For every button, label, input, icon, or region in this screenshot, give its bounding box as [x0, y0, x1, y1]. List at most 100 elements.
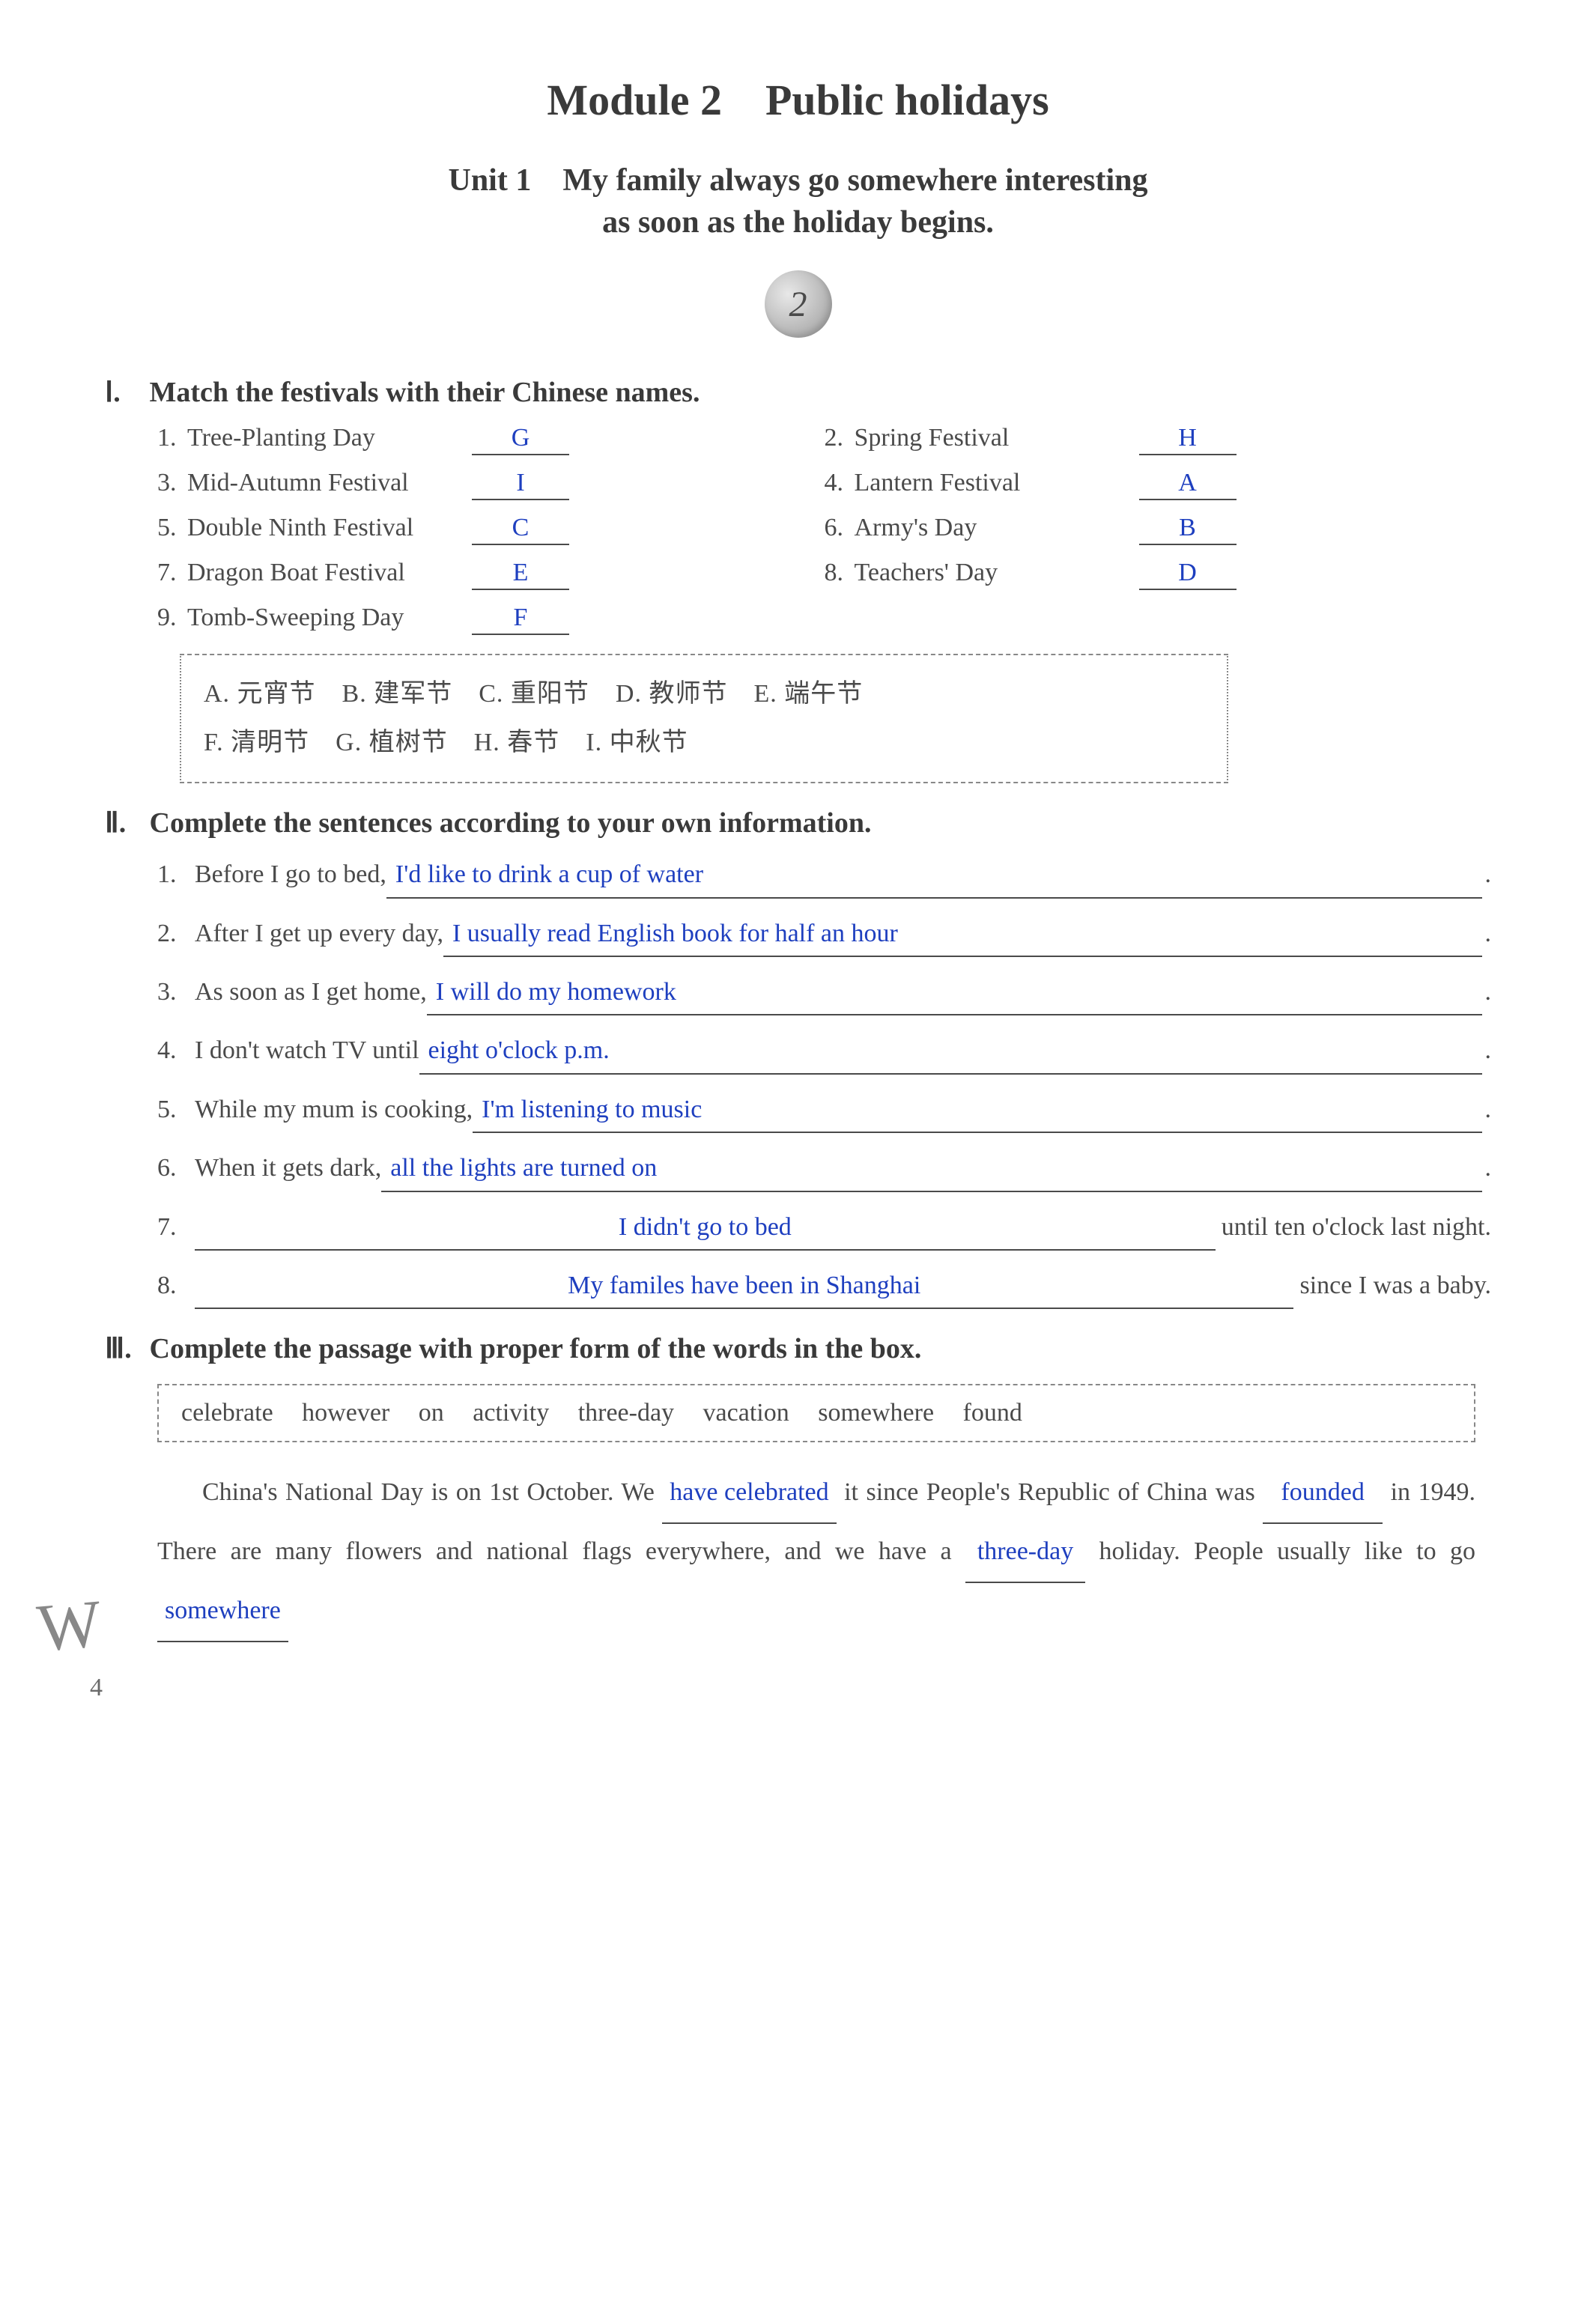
match-row: 3. Mid-Autumn Festival I 4. Lantern Fest… — [157, 469, 1491, 500]
sentence-item: 6. When it gets dark, all the lights are… — [157, 1148, 1491, 1191]
sentence-item: 4. I don't watch TV until eight o'clock … — [157, 1030, 1491, 1074]
period: . — [1485, 1090, 1492, 1130]
sent-prompt: When it gets dark, — [195, 1148, 381, 1188]
match-item: 4. Lantern Festival A — [825, 469, 1492, 500]
answer-choices-box: A. 元宵节 B. 建军节 C. 重阳节 D. 教师节 E. 端午节 F. 清明… — [180, 654, 1228, 783]
answer-blank[interactable]: H — [1139, 424, 1237, 455]
period: . — [1485, 1148, 1492, 1188]
answer-blank[interactable]: A — [1139, 469, 1237, 500]
passage-blank[interactable]: have celebrated — [662, 1465, 836, 1524]
sent-answer[interactable]: I'd like to drink a cup of water — [386, 854, 1482, 898]
sent-answer[interactable]: I will do my homework — [427, 972, 1482, 1015]
sent-answer[interactable]: My familes have been in Shanghai — [195, 1266, 1293, 1309]
sent-answer[interactable]: all the lights are turned on — [381, 1148, 1481, 1191]
item-number: 3. — [157, 469, 187, 497]
unit-title-line2: as soon as the holiday begins. — [105, 204, 1491, 240]
period: . — [1485, 854, 1492, 895]
section-1-title: Match the festivals with their Chinese n… — [150, 377, 700, 408]
sentence-item: 7. I didn't go to bed until ten o'clock … — [157, 1207, 1491, 1251]
period: . — [1485, 914, 1492, 954]
sent-after: until ten o'clock last night. — [1222, 1207, 1491, 1248]
answer-blank[interactable]: C — [472, 514, 569, 545]
passage-blank[interactable]: three-day — [965, 1524, 1085, 1583]
sent-number: 5. — [157, 1090, 195, 1130]
sent-prompt: I don't watch TV until — [195, 1030, 419, 1071]
sent-answer[interactable]: eight o'clock p.m. — [419, 1030, 1482, 1074]
item-number: 2. — [825, 424, 855, 452]
sent-prompt: While my mum is cooking, — [195, 1090, 473, 1130]
item-label: Lantern Festival — [855, 469, 1139, 497]
sentence-item: 5. While my mum is cooking, I'm listenin… — [157, 1090, 1491, 1133]
item-number: 4. — [825, 469, 855, 497]
sent-number: 7. — [157, 1207, 195, 1248]
item-label: Army's Day — [855, 514, 1139, 542]
answer-blank[interactable]: G — [472, 424, 569, 455]
match-item: 5. Double Ninth Festival C — [157, 514, 825, 545]
item-number: 8. — [825, 559, 855, 587]
sentence-item: 3. As soon as I get home, I will do my h… — [157, 972, 1491, 1015]
match-item: 8. Teachers' Day D — [825, 559, 1492, 590]
match-item: 9. Tomb-Sweeping Day F — [157, 604, 831, 635]
passage-frag: it since People's Republic of China was — [837, 1478, 1263, 1506]
section-1-heading: Ⅰ. Match the festivals with their Chines… — [105, 375, 1491, 409]
sent-number: 8. — [157, 1266, 195, 1306]
item-label: Tree-Planting Day — [187, 424, 472, 452]
answer-blank[interactable]: D — [1139, 559, 1237, 590]
item-number: 1. — [157, 424, 187, 452]
sent-prompt: Before I go to bed, — [195, 854, 386, 895]
sent-number: 2. — [157, 914, 195, 954]
match-item: 2. Spring Festival H — [825, 424, 1492, 455]
passage-frag: China's National Day is on 1st October. … — [202, 1478, 662, 1506]
sent-number: 1. — [157, 854, 195, 895]
match-item: 6. Army's Day B — [825, 514, 1492, 545]
item-label: Teachers' Day — [855, 559, 1139, 587]
sentence-list: 1. Before I go to bed, I'd like to drink… — [157, 854, 1491, 1309]
roman-3: Ⅲ. — [105, 1331, 142, 1365]
lesson-number-badge: 2 — [765, 270, 832, 338]
match-row: 1. Tree-Planting Day G 2. Spring Festiva… — [157, 424, 1491, 455]
sent-answer[interactable]: I didn't go to bed — [195, 1207, 1216, 1251]
passage-blank[interactable]: founded — [1263, 1465, 1383, 1524]
worksheet-page: Module 2 Public holidays Unit 1 My famil… — [60, 45, 1536, 1672]
choices-line-2: F. 清明节 G. 植树节 H. 春节 I. 中秋节 — [204, 719, 1204, 768]
item-label: Mid-Autumn Festival — [187, 469, 472, 497]
sentence-item: 2. After I get up every day, I usually r… — [157, 914, 1491, 957]
answer-blank[interactable]: F — [472, 604, 569, 635]
item-label: Tomb-Sweeping Day — [187, 604, 472, 632]
sent-after: since I was a baby. — [1299, 1266, 1491, 1306]
item-label: Spring Festival — [855, 424, 1139, 452]
match-row: 5. Double Ninth Festival C 6. Army's Day… — [157, 514, 1491, 545]
section-3-heading: Ⅲ. Complete the passage with proper form… — [105, 1331, 1491, 1365]
answer-blank[interactable]: B — [1139, 514, 1237, 545]
item-number: 5. — [157, 514, 187, 542]
sent-prompt: As soon as I get home, — [195, 972, 427, 1012]
sent-answer[interactable]: I'm listening to music — [473, 1090, 1481, 1133]
module-title: Module 2 Public holidays — [105, 75, 1491, 125]
answer-blank[interactable]: I — [472, 469, 569, 500]
passage-blank[interactable]: somewhere — [157, 1583, 288, 1642]
roman-2: Ⅱ. — [105, 806, 142, 839]
answer-blank[interactable]: E — [472, 559, 569, 590]
section-2-title: Complete the sentences according to your… — [150, 807, 872, 839]
section-3-title: Complete the passage with proper form of… — [150, 1333, 922, 1364]
period: . — [1485, 1030, 1492, 1071]
sent-answer[interactable]: I usually read English book for half an … — [443, 914, 1482, 957]
matching-grid: 1. Tree-Planting Day G 2. Spring Festiva… — [157, 424, 1491, 635]
badge-number: 2 — [789, 284, 807, 325]
sent-number: 4. — [157, 1030, 195, 1071]
period: . — [1485, 972, 1492, 1012]
word-bank-box: celebrate however on activity three-day … — [157, 1384, 1475, 1442]
watermark-letter: W — [34, 1585, 105, 1667]
roman-1: Ⅰ. — [105, 375, 142, 409]
sentence-item: 1. Before I go to bed, I'd like to drink… — [157, 854, 1491, 898]
match-item: 1. Tree-Planting Day G — [157, 424, 825, 455]
sent-number: 6. — [157, 1148, 195, 1188]
item-number: 7. — [157, 559, 187, 587]
match-row: 7. Dragon Boat Festival E 8. Teachers' D… — [157, 559, 1491, 590]
match-item: 7. Dragon Boat Festival E — [157, 559, 825, 590]
passage-text: China's National Day is on 1st October. … — [157, 1465, 1475, 1642]
sent-prompt: After I get up every day, — [195, 914, 443, 954]
match-item: 3. Mid-Autumn Festival I — [157, 469, 825, 500]
item-number: 6. — [825, 514, 855, 542]
unit-title-line1: Unit 1 My family always go somewhere int… — [105, 163, 1491, 198]
